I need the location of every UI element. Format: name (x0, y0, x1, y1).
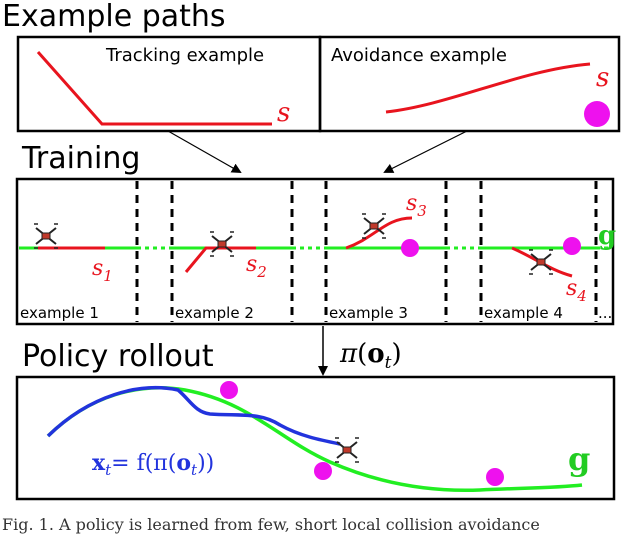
training-obstacle-3 (401, 239, 419, 257)
path-label-3: s3 (406, 191, 427, 220)
rollout-panel: xt= f(π(ot)) g (15, 375, 616, 501)
path-label-1: s1 (92, 256, 113, 285)
section-title-example-paths: Example paths (2, 0, 226, 34)
rollout-obstacle-3 (486, 468, 504, 486)
example-label-2: example 2 (175, 304, 254, 322)
training-obstacle-4 (563, 237, 581, 255)
drone-icon-1 (33, 223, 59, 249)
path-label-2: s2 (246, 252, 267, 281)
section-title-policy-rollout: Policy rollout (22, 339, 214, 374)
training-path-3 (345, 216, 413, 250)
avoidance-path-symbol: s (596, 63, 609, 93)
rollout-drone-icon (334, 437, 360, 463)
rollout-equation: xt= f(π(ot)) (92, 450, 214, 479)
figure-caption: Fig. 1. A policy is learned from few, sh… (2, 515, 540, 534)
avoidance-example-label: Avoidance example (331, 45, 507, 66)
example-paths-panel: Tracking example Avoidance example s s (16, 35, 621, 133)
arrow-tracking-to-training (167, 130, 242, 173)
arrow-avoidance-to-training (383, 130, 468, 173)
policy-formula: π(ot) (339, 339, 402, 373)
tracking-path-symbol: s (277, 98, 290, 128)
avoidance-example-box (318, 35, 621, 133)
rollout-trajectory (46, 386, 341, 446)
rollout-goal-symbol: g (568, 440, 590, 478)
example-label-1: example 1 (20, 304, 99, 322)
drone-icon-2 (209, 231, 235, 257)
drone-icon-4 (528, 249, 554, 275)
ellipsis: ... (598, 304, 612, 322)
rollout-obstacle-2 (314, 462, 332, 480)
tracking-example-path (36, 51, 272, 126)
training-dividers (135, 181, 598, 322)
obstacle-circle (584, 101, 610, 127)
rollout-box (15, 375, 616, 501)
rollout-obstacle-1 (220, 381, 238, 399)
tracking-example-label: Tracking example (105, 45, 264, 66)
avoidance-example-path (385, 62, 591, 114)
example-label-4: example 4 (484, 304, 563, 322)
example-label-3: example 3 (329, 304, 408, 322)
training-box (15, 177, 615, 326)
section-title-training: Training (21, 141, 140, 176)
training-goal-symbol: g (598, 221, 616, 251)
training-path-2 (184, 246, 256, 273)
training-panel: g s1 s2 s3 s4 example 1 example 2 exampl… (15, 177, 616, 326)
path-label-4: s4 (566, 276, 587, 305)
